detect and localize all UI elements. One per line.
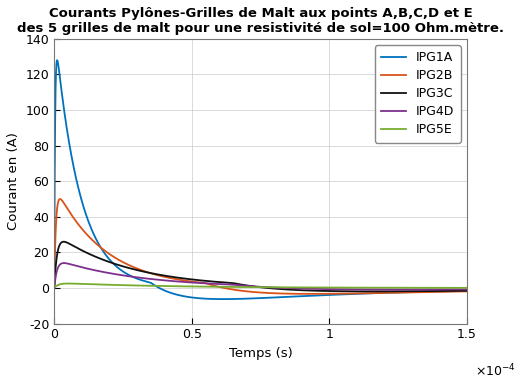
Line: IPG1A: IPG1A — [54, 60, 467, 299]
X-axis label: Temps (s): Temps (s) — [229, 347, 292, 360]
Line: IPG3C: IPG3C — [54, 242, 467, 291]
IPG3C — [68, 242, 74, 247]
IPG3C — [51, 286, 58, 290]
IPG4D — [76, 264, 82, 269]
IPG4D — [53, 272, 59, 277]
IPG1A — [76, 188, 82, 193]
IPG2B — [53, 220, 59, 224]
IPG5E — [253, 285, 259, 290]
IPG4D — [132, 275, 138, 279]
IPG2B — [464, 289, 470, 294]
IPG5E — [76, 281, 82, 286]
IPG3C — [369, 289, 376, 294]
IPG1A — [253, 296, 259, 301]
IPG3C — [132, 267, 138, 272]
Y-axis label: Courant en (A): Courant en (A) — [7, 132, 20, 230]
Legend: IPG1A, IPG2B, IPG3C, IPG4D, IPG5E: IPG1A, IPG2B, IPG3C, IPG4D, IPG5E — [375, 45, 461, 143]
IPG1A — [54, 58, 60, 63]
IPG3C — [442, 289, 448, 293]
IPG1A — [132, 276, 138, 280]
IPG3C — [76, 247, 82, 251]
IPG2B — [76, 223, 82, 227]
IPG1A — [68, 153, 74, 157]
IPG1A — [51, 286, 58, 290]
IPG5E — [464, 286, 470, 290]
IPG5E — [132, 283, 138, 288]
IPG3C — [253, 284, 259, 289]
IPG2B — [253, 290, 259, 295]
IPG2B — [308, 291, 314, 296]
IPG3C — [464, 288, 470, 293]
IPG1A — [442, 289, 448, 294]
Line: IPG5E: IPG5E — [54, 284, 467, 288]
Line: IPG4D: IPG4D — [54, 263, 467, 290]
IPG4D — [401, 287, 407, 292]
IPG1A — [464, 288, 470, 293]
IPG2B — [68, 212, 74, 217]
IPG4D — [464, 287, 470, 292]
IPG1A — [53, 68, 59, 73]
Line: IPG2B: IPG2B — [54, 199, 467, 294]
Text: $\times10^{-4}$: $\times10^{-4}$ — [475, 362, 516, 379]
IPG5E — [51, 286, 58, 290]
IPG4D — [61, 261, 67, 266]
IPG3C — [53, 260, 59, 265]
IPG5E — [65, 281, 72, 286]
IPG2B — [442, 290, 448, 294]
IPG5E — [68, 281, 74, 286]
IPG4D — [253, 284, 259, 289]
IPG3C — [61, 239, 67, 244]
IPG2B — [51, 286, 58, 290]
IPG5E — [442, 286, 448, 290]
IPG4D — [68, 262, 74, 267]
IPG5E — [53, 284, 59, 288]
Title: Courants Pylônes-Grilles de Malt aux points A,B,C,D et E
des 5 grilles de malt p: Courants Pylônes-Grilles de Malt aux poi… — [17, 7, 504, 35]
IPG4D — [442, 287, 448, 292]
IPG2B — [132, 266, 138, 270]
IPG4D — [51, 286, 58, 290]
IPG2B — [57, 197, 63, 201]
IPG1A — [220, 297, 226, 301]
